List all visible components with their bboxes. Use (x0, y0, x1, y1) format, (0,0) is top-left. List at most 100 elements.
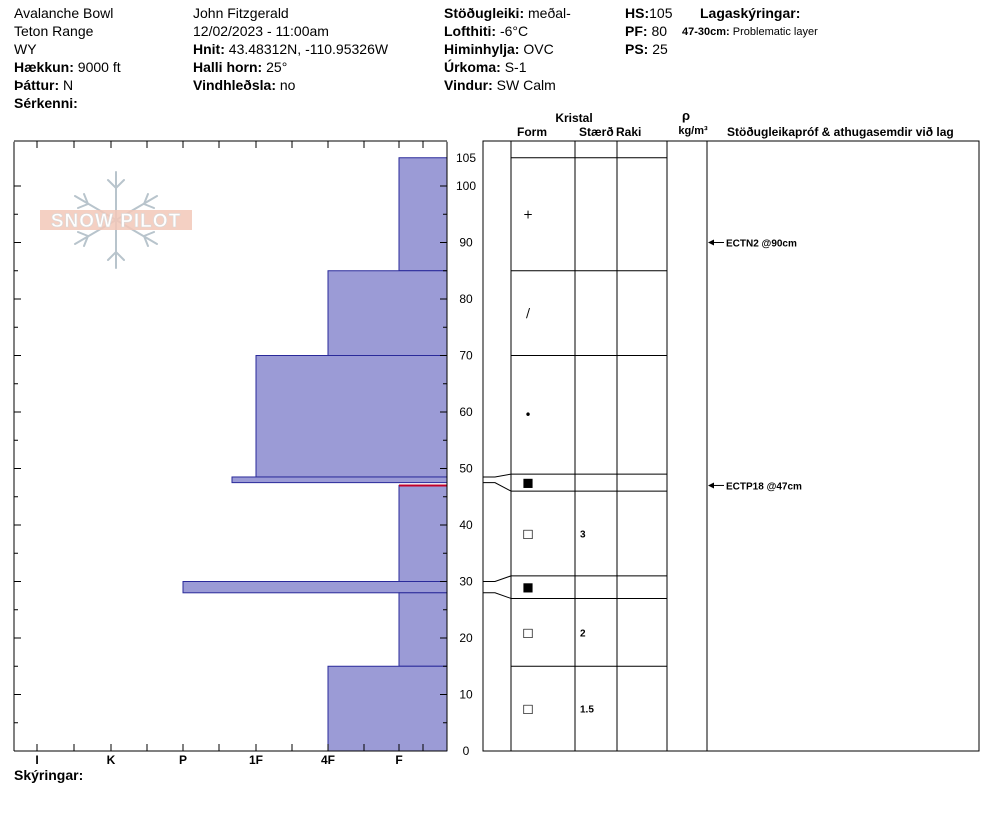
layer-form-4: □ (522, 526, 533, 540)
stability-tests: ECTN2 @90cm ECTP18 @47cm (708, 239, 802, 492)
aspect-label: Þáttur: (14, 77, 60, 93)
depth-tick-label: 50 (459, 462, 473, 476)
depth-tick-label: 0 (463, 744, 470, 758)
hardness-tick-label: 4F (321, 753, 335, 767)
depth-tick-label: 20 (459, 631, 473, 645)
wind-loading-label: Vindhleðsla: (193, 77, 276, 93)
precip-value: S-1 (504, 59, 527, 75)
hs-row: HS:105 (625, 4, 672, 22)
table-frame (482, 140, 980, 752)
col-density-unit-header: kg/m³ (678, 125, 708, 137)
coords-value: 43.48312N, -110.95326W (228, 41, 389, 57)
depth-tick-label: 105 (456, 151, 476, 165)
hardness-bar-6 (398, 592, 448, 667)
stability-value: meðal- (528, 5, 571, 21)
coords-row: Hnit: 43.48312N, -110.95326W (193, 40, 388, 58)
ps-row: PS: 25 (625, 40, 672, 58)
hs-value: 105 (649, 5, 673, 21)
wind-row: Vindur: SW Calm (444, 76, 571, 94)
slope-label: Halli horn: (193, 59, 263, 75)
sky-value: OVC (523, 41, 554, 57)
legend-label: Skýringar: (14, 767, 84, 783)
wind-value: SW Calm (496, 77, 556, 93)
precip-label: Úrkoma: (444, 59, 501, 75)
test-label-0: ECTN2 @90cm (726, 239, 797, 250)
layer-size-6: 2 (580, 628, 586, 639)
boundary-connector-3 (483, 592, 512, 599)
sky-label: Himinhylja: (444, 41, 520, 57)
features-row: Sérkenni: (14, 94, 121, 112)
test-arrow-head-1 (708, 482, 714, 489)
col-tests-header: Stöðugleikapróf & athugasemdir við lag (727, 125, 954, 139)
hardness-tick-label: I (35, 753, 38, 767)
boundary-connector-1 (483, 482, 512, 492)
boundary-connector-2 (483, 575, 512, 582)
air-temp-row: Lofthiti: -6°C (444, 22, 571, 40)
slope-row: Halli horn: 25° (193, 58, 388, 76)
state-name: WY (14, 41, 37, 57)
aspect-value: N (63, 77, 74, 93)
layer-form-1: / (526, 306, 531, 320)
coords-label: Hnit: (193, 41, 225, 57)
depth-tick-label: 40 (459, 518, 473, 532)
hardness-bar-2 (255, 355, 448, 478)
layer-table: + / • ■ □ 3 ■ □ 2 □ 1.5 (482, 140, 980, 752)
ps-value: 25 (652, 41, 668, 57)
layer-form-2: • (524, 408, 531, 422)
hardness-tick-label: P (179, 753, 187, 767)
wind-label: Vindur: (444, 77, 493, 93)
hardness-tick-label: 1F (249, 753, 263, 767)
hardness-bar-4 (398, 484, 448, 583)
col-form-header: Form (517, 125, 547, 139)
pf-label: PF: (625, 23, 648, 39)
layer-notes-label: Lagaskýringar: (700, 5, 801, 21)
depth-tick-label: 70 (459, 349, 473, 363)
hardness-bar-7 (327, 665, 448, 752)
sky-row: Himinhylja: OVC (444, 40, 571, 58)
hardness-bar-5 (182, 581, 448, 594)
depth-axis: 0 10 20 30 40 50 60 70 80 90 100 105 I K P 1F 4F F (13, 140, 476, 767)
pf-value: 80 (651, 23, 668, 39)
range-name: Teton Range (14, 23, 94, 39)
elevation-row: Hækkun: 9000 ft (14, 58, 121, 76)
depth-tick-label: 100 (456, 179, 476, 193)
layer-size-7: 1.5 (580, 705, 594, 716)
layer-form-7: □ (522, 702, 533, 716)
snow-pilot-logo-text: SNOW PILOT (51, 211, 181, 232)
elevation-label: Hækkun: (14, 59, 74, 75)
layer-form-6: □ (522, 625, 533, 639)
wind-loading-row: Vindhleðsla: no (193, 76, 388, 94)
aspect-row: Þáttur: N (14, 76, 121, 94)
hs-label: HS: (625, 5, 650, 21)
test-arrow-head-0 (708, 239, 714, 246)
pf-row: PF: 80 (625, 22, 672, 40)
air-temp-label: Lofthiti: (444, 23, 497, 39)
hardness-bar-0 (398, 157, 448, 272)
depth-tick-label: 10 (459, 688, 473, 702)
layer-note-text: Problematic layer (732, 26, 818, 38)
col-size-header: Stærð (579, 125, 614, 139)
col-moisture-header: Raki (616, 125, 641, 139)
hardness-bar-3 (231, 476, 448, 484)
elevation-value: 9000 ft (77, 59, 121, 75)
layer-form-3: ■ (522, 476, 533, 490)
depth-tick-label: 80 (459, 292, 473, 306)
layer-notes-title: Lagaskýringar: (700, 4, 800, 22)
layer-form-0: + (523, 207, 533, 221)
col-rho-header: ρ (682, 108, 690, 123)
hardness-tick-label: K (107, 753, 116, 767)
hardness-tick-label: F (395, 753, 402, 767)
test-label-1: ECTP18 @47cm (726, 481, 802, 492)
header-site-info: Avalanche Bowl Teton Range WY Hækkun: 90… (14, 4, 121, 112)
precip-row: Úrkoma: S-1 (444, 58, 571, 76)
header-weather-info: Stöðugleiki: meðal- Lofthiti: -6°C Himin… (444, 4, 571, 94)
observation-datetime: 12/02/2023 - 11:00am (193, 23, 329, 39)
observer-name: John Fitzgerald (193, 5, 289, 21)
location-name: Avalanche Bowl (14, 5, 114, 21)
col-crystal-header: Kristal (555, 111, 592, 125)
boundary-connector-0 (483, 473, 512, 478)
slope-value: 25° (266, 59, 288, 75)
header-observer-info: John Fitzgerald 12/02/2023 - 11:00am Hni… (193, 4, 388, 94)
snow-pilot-logo: SNOW PILOT (40, 171, 192, 269)
layer-size-4: 3 (580, 529, 586, 540)
